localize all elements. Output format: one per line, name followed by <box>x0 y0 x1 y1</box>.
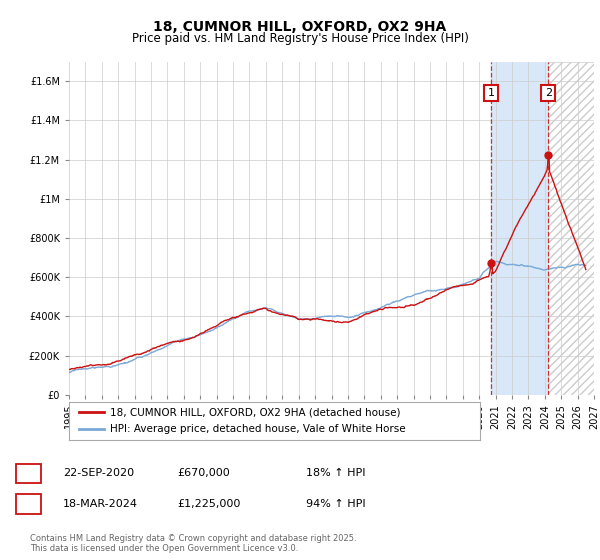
Text: 18, CUMNOR HILL, OXFORD, OX2 9HA (detached house): 18, CUMNOR HILL, OXFORD, OX2 9HA (detach… <box>110 407 401 417</box>
Bar <box>548 62 594 395</box>
Text: Contains HM Land Registry data © Crown copyright and database right 2025.
This d: Contains HM Land Registry data © Crown c… <box>30 534 356 553</box>
Text: 1: 1 <box>487 88 494 98</box>
Text: £670,000: £670,000 <box>177 468 230 478</box>
Text: 18% ↑ HPI: 18% ↑ HPI <box>306 468 365 478</box>
Text: 2: 2 <box>545 88 552 98</box>
Text: 18-MAR-2024: 18-MAR-2024 <box>63 499 138 509</box>
Text: 94% ↑ HPI: 94% ↑ HPI <box>306 499 365 509</box>
Text: £1,225,000: £1,225,000 <box>177 499 241 509</box>
Text: 1: 1 <box>25 466 32 480</box>
Text: 2: 2 <box>25 497 32 511</box>
Text: HPI: Average price, detached house, Vale of White Horse: HPI: Average price, detached house, Vale… <box>110 424 406 434</box>
Text: 22-SEP-2020: 22-SEP-2020 <box>63 468 134 478</box>
Bar <box>491 62 548 395</box>
Text: Price paid vs. HM Land Registry's House Price Index (HPI): Price paid vs. HM Land Registry's House … <box>131 32 469 45</box>
Bar <box>548 62 594 395</box>
Text: 18, CUMNOR HILL, OXFORD, OX2 9HA: 18, CUMNOR HILL, OXFORD, OX2 9HA <box>154 20 446 34</box>
